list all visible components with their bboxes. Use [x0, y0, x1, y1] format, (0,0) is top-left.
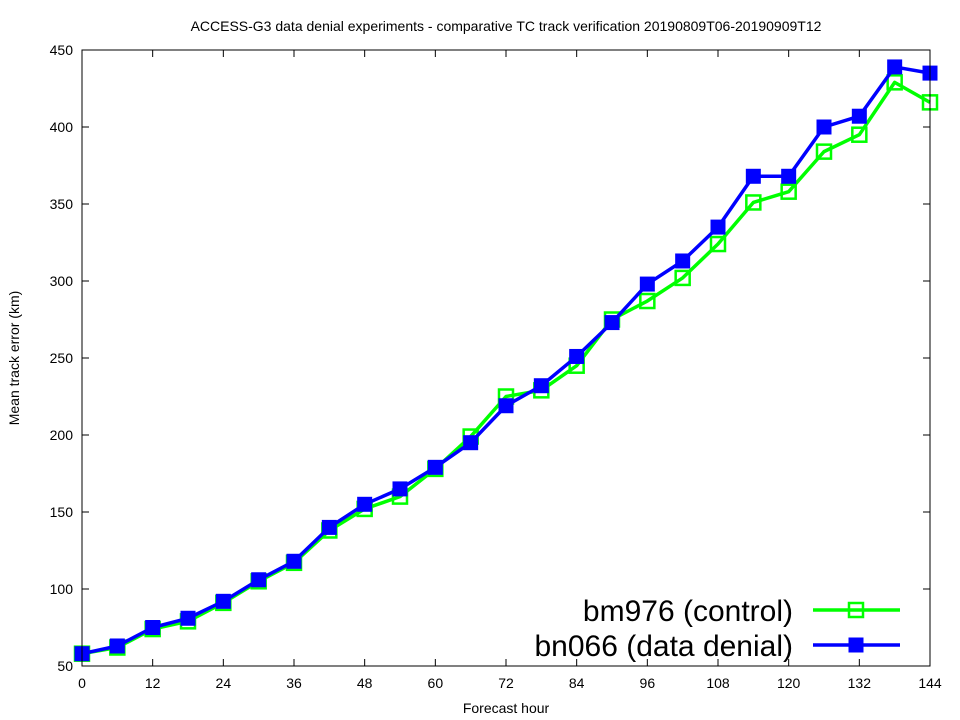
x-tick-label: 108: [706, 675, 730, 691]
data-point: [675, 253, 691, 269]
data-point: [639, 276, 655, 292]
x-tick-label: 96: [640, 675, 656, 691]
x-tick-label: 60: [428, 675, 444, 691]
data-point: [745, 168, 761, 184]
data-point: [215, 593, 231, 609]
x-tick-label: 36: [286, 675, 302, 691]
data-point: [463, 435, 479, 451]
series-line: [81, 65, 931, 656]
data-point: [887, 59, 903, 75]
x-axis-label: Forecast hour: [463, 700, 550, 716]
data-point: [251, 572, 267, 588]
x-tick-label: 84: [569, 675, 585, 691]
y-tick-label: 200: [50, 427, 74, 443]
data-point: [886, 74, 903, 91]
series-0: [73, 74, 939, 662]
data-point: [745, 194, 762, 211]
plot-frame: [81, 49, 931, 667]
x-tick-label: 72: [498, 675, 514, 691]
legend: bm976 (control)bn066 (data denial): [534, 595, 900, 663]
y-tick-label: 450: [50, 42, 74, 58]
data-point: [180, 610, 196, 626]
series-line: [81, 80, 931, 656]
data-point: [427, 459, 443, 475]
legend-label: bm976 (control): [583, 595, 793, 628]
x-tick-label: 120: [777, 675, 801, 691]
x-tick-label: 132: [848, 675, 872, 691]
y-tick-label: 400: [50, 119, 74, 135]
data-point: [145, 620, 161, 635]
chart-title: ACCESS-G3 data denial experiments - comp…: [191, 18, 822, 34]
y-tick-label: 350: [50, 196, 74, 212]
x-tick-label: 48: [357, 675, 373, 691]
axis-ticks: 0 12 24 36 48 60 72 84 96 108 120 132 144 50 100 150 200…: [50, 42, 942, 691]
x-tick-label: 144: [918, 675, 942, 691]
data-point: [816, 119, 832, 135]
data-point: [674, 269, 691, 287]
y-tick-label: 250: [50, 350, 74, 366]
data-point: [851, 108, 867, 124]
legend-marker: [848, 637, 864, 653]
y-axis-label: Mean track error (km): [6, 291, 22, 426]
data-point: [851, 126, 868, 143]
data-point: [533, 378, 549, 394]
data-point: [709, 235, 727, 253]
legend-marker: [847, 601, 865, 619]
data-point: [604, 315, 620, 331]
data-point: [710, 219, 726, 235]
y-tick-label: 100: [50, 581, 74, 597]
data-point: [780, 183, 797, 200]
data-point: [781, 168, 797, 184]
data-point: [392, 481, 408, 497]
x-tick-label: 12: [145, 675, 161, 691]
data-point: [109, 638, 125, 654]
x-tick-label: 0: [78, 675, 86, 691]
data-point: [639, 292, 656, 310]
y-tick-label: 50: [57, 658, 73, 674]
legend-label: bn066 (data denial): [534, 630, 793, 663]
data-point: [321, 519, 337, 535]
series-1: [74, 59, 938, 662]
y-tick-label: 150: [50, 504, 74, 520]
data-point: [286, 553, 302, 569]
data-point: [357, 496, 373, 512]
series-layer: [73, 59, 939, 662]
x-tick-label: 24: [216, 675, 232, 691]
data-point: [815, 143, 833, 160]
data-point: [569, 348, 585, 364]
data-point: [498, 398, 514, 414]
y-tick-label: 300: [50, 273, 74, 289]
